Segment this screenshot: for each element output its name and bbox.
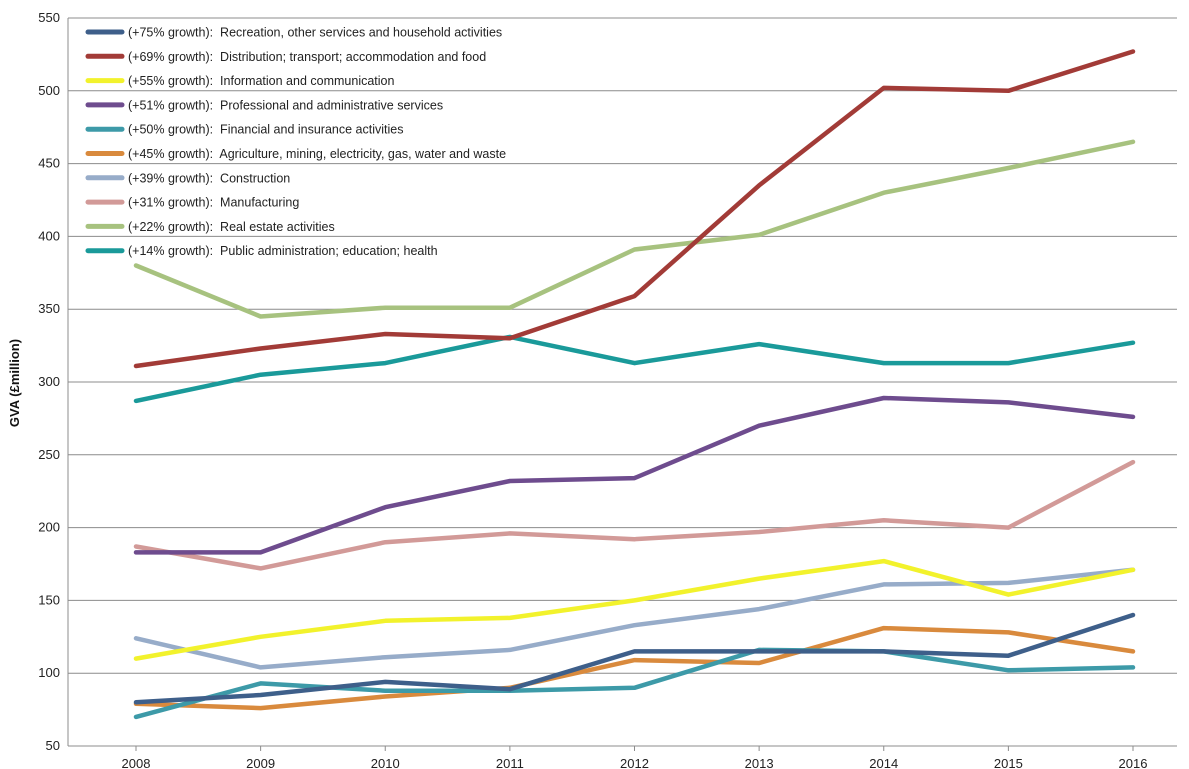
x-tick-label: 2011 (496, 756, 524, 769)
legend-label: (+22% growth): Real estate activities (128, 220, 335, 234)
x-tick-label: 2010 (371, 756, 400, 769)
x-tick-label: 2013 (745, 756, 774, 769)
x-tick-label: 2008 (122, 756, 151, 769)
series-line-7 (133, 459, 1136, 571)
legend-label: (+14% growth): Public administration; ed… (128, 244, 438, 258)
y-tick-label: 400 (38, 228, 60, 243)
x-tick-label: 2016 (1119, 756, 1148, 769)
x-tick-label: 2012 (620, 756, 649, 769)
y-tick-label: 550 (38, 10, 60, 25)
series-line-5 (133, 625, 1136, 711)
axes: 50 100 150 200 250 300 350 400 450 500 550 2008 2009… (38, 10, 1147, 769)
legend-label: (+51% growth): Professional and administ… (128, 98, 443, 112)
legend-label: (+31% growth): Manufacturing (128, 196, 299, 210)
y-tick-label: 100 (38, 665, 60, 680)
series-line-9 (133, 334, 1136, 404)
y-tick-label: 300 (38, 374, 60, 389)
series-line-2 (133, 558, 1136, 661)
x-tick-label: 2015 (994, 756, 1023, 769)
series-line-0 (133, 612, 1136, 705)
series-line-8 (133, 139, 1136, 319)
legend-label: (+75% growth): Recreation, other service… (128, 26, 502, 40)
legend-label: (+69% growth): Distribution; transport; … (128, 50, 486, 64)
y-tick-label: 200 (38, 520, 60, 535)
y-tick-label: 450 (38, 156, 60, 171)
legend-label: (+39% growth): Construction (128, 171, 290, 185)
y-tick-label: 50 (46, 738, 60, 753)
y-axis-title: GVA (£million) (7, 339, 22, 427)
series-line-1 (133, 49, 1136, 369)
legend-label: (+55% growth): Information and communica… (128, 74, 394, 88)
legend: (+75% growth): Recreation, other service… (85, 26, 506, 258)
y-tick-label: 150 (38, 592, 60, 607)
series-line-4 (133, 647, 1136, 720)
legend-label: (+50% growth): Financial and insurance a… (128, 123, 403, 137)
series-line-3 (133, 395, 1136, 555)
x-tick-label: 2014 (869, 756, 898, 769)
y-tick-label: 500 (38, 83, 60, 98)
x-tick-label: 2009 (246, 756, 275, 769)
series-lines (133, 49, 1136, 720)
legend-label: (+45% growth): Agriculture, mining, elec… (128, 147, 506, 161)
y-tick-label: 350 (38, 301, 60, 316)
y-tick-label: 250 (38, 447, 60, 462)
